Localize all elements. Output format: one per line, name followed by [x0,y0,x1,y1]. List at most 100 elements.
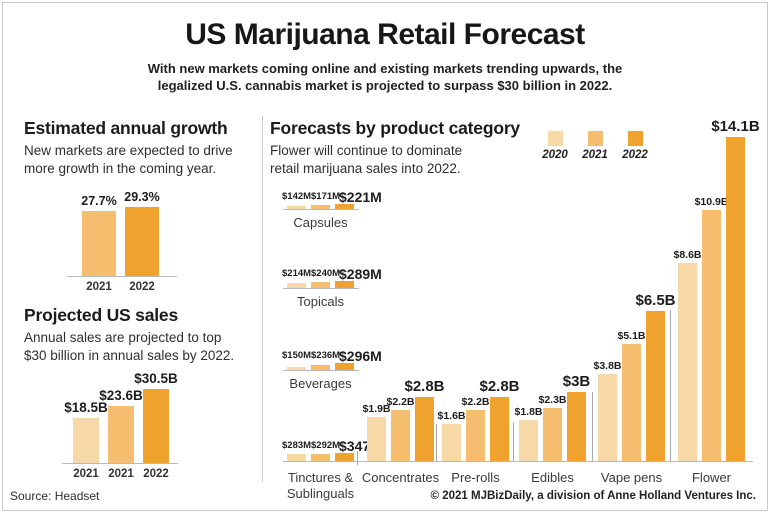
source-note: Source: Headset [10,489,100,503]
value-label: $240M [311,268,341,279]
bar-capsules-2020 [287,206,306,209]
axis-year-label: 2021 [108,468,134,480]
legend-swatch-2021 [587,131,603,146]
separator-line [357,451,358,465]
bar-flower-2020 [678,263,697,461]
year-legend: 2020 2021 2022 [542,131,648,161]
separator-line [592,392,593,461]
value-label: $296M [339,348,382,364]
axis-year-label: 2022 [143,468,169,480]
value-label-sales: $30.5B [134,371,178,386]
value-label: $214M [282,268,312,279]
bar-edibles-2021 [543,408,562,461]
bar-vape-pens-2021 [622,344,641,461]
legend-item-2022: 2022 [622,131,648,161]
bar-beverages-2022 [335,363,354,370]
bar-edibles-2020 [519,420,538,461]
value-label: $14.1B [711,118,760,135]
bar-topicals-2020 [287,283,306,288]
value-label: $221M [339,189,382,205]
category-label-concentrates: Concentrates [361,470,440,485]
value-label: $171M [311,191,341,202]
separator-line [436,424,437,461]
bar-topicals-2021 [311,282,330,288]
mini-baseline [283,288,359,289]
sales-desc-line-1: Annual sales are projected to top [24,330,222,345]
value-label-sales: $18.5B [64,400,108,415]
page-title: US Marijuana Retail Forecast [185,18,585,51]
legend-swatch-2022 [627,131,643,146]
legend-year-label: 2022 [622,149,648,161]
sales-desc-line-2: $30 billion in annual sales by 2022. [24,347,235,363]
bar-concentrates-2022 [415,397,434,461]
value-label: $2.2B [386,396,415,408]
category-label-topicals: Topicals [297,294,344,309]
value-label: $8.6B [673,249,702,261]
legend-item-2021: 2021 [582,131,608,161]
category-label-pre-rolls: Pre-rolls [451,470,500,485]
value-label: $2.3B [538,394,567,406]
page-subtitle: With new markets coming online and exist… [0,61,770,95]
bar-tinctures-sublinguals-2020 [287,454,306,461]
bar-vape-pens-2020 [598,374,617,461]
legend-year-label: 2020 [542,149,568,161]
value-label: $5.1B [617,330,646,342]
bar-concentrates-2021 [391,410,410,461]
value-label: $6.5B [635,292,676,309]
value-label: $2.8B [479,378,520,395]
separator-line [513,422,514,461]
mini-baseline [283,209,359,210]
value-label: $283M [282,440,312,451]
mini-baseline [283,370,359,371]
bar-beverages-2020 [287,367,306,370]
bar-sales-$30.5B [143,389,169,463]
bar-pre-rolls-2022 [490,397,509,461]
value-label: $2.2B [461,396,490,408]
category-label-tinctures-sublinguals: Tinctures & Sublinguals [286,470,355,501]
sales-section-description: Annual sales are projected to top $30 bi… [24,329,234,365]
bar-tinctures-sublinguals-2022 [335,453,354,461]
value-label: $10.9B [694,196,729,208]
separator-line [670,310,671,461]
axis-year-label: 2021 [86,281,112,293]
bar-edibles-2022 [567,392,586,461]
value-label: $3.8B [593,360,622,372]
column-divider [262,116,263,482]
value-label-growth: 27.7% [81,194,117,208]
growth-section-heading: Estimated annual growth [24,118,228,138]
growth-desc-line-1: New markets are expected to drive [24,143,233,158]
value-label: $150M [282,350,312,361]
legend-year-label: 2021 [582,149,608,161]
bar-growth-2022 [125,207,159,276]
legend-swatch-2020 [547,131,563,146]
forecast-section-description: Flower will continue to dominate retail … [270,142,462,178]
value-label: $289M [339,266,382,282]
value-label: $1.9B [362,403,391,415]
growth-axis-line [67,276,177,277]
bar-capsules-2022 [335,204,354,209]
category-label-edibles: Edibles [531,470,574,485]
bar-capsules-2021 [311,205,330,209]
category-label-vape-pens: Vape pens [600,470,663,485]
legend-item-2020: 2020 [542,131,568,161]
growth-section-description: New markets are expected to drive more g… [24,142,233,178]
value-label: $142M [282,191,312,202]
value-label: $3B [562,373,591,390]
value-label: $2.8B [404,378,445,395]
category-label-beverages: Beverages [289,376,352,391]
bar-tinctures-sublinguals-2021 [311,454,330,461]
subtitle-line-1: With new markets coming online and exist… [147,61,623,76]
bar-pre-rolls-2020 [442,424,461,461]
bar-flower-2022 [726,137,745,461]
bar-vape-pens-2022 [646,311,665,461]
bar-growth-2021 [82,211,116,276]
bar-beverages-2021 [311,365,330,370]
forecast-desc-line-1: Flower will continue to dominate [270,143,463,158]
bar-concentrates-2020 [367,417,386,461]
forecast-section-heading: Forecasts by product category [270,118,520,138]
category-label-flower: Flower [691,470,732,485]
category-label-capsules: Capsules [293,215,348,230]
value-label-sales: $23.6B [99,388,143,403]
bar-topicals-2022 [335,281,354,288]
value-label: $1.6B [437,410,466,422]
